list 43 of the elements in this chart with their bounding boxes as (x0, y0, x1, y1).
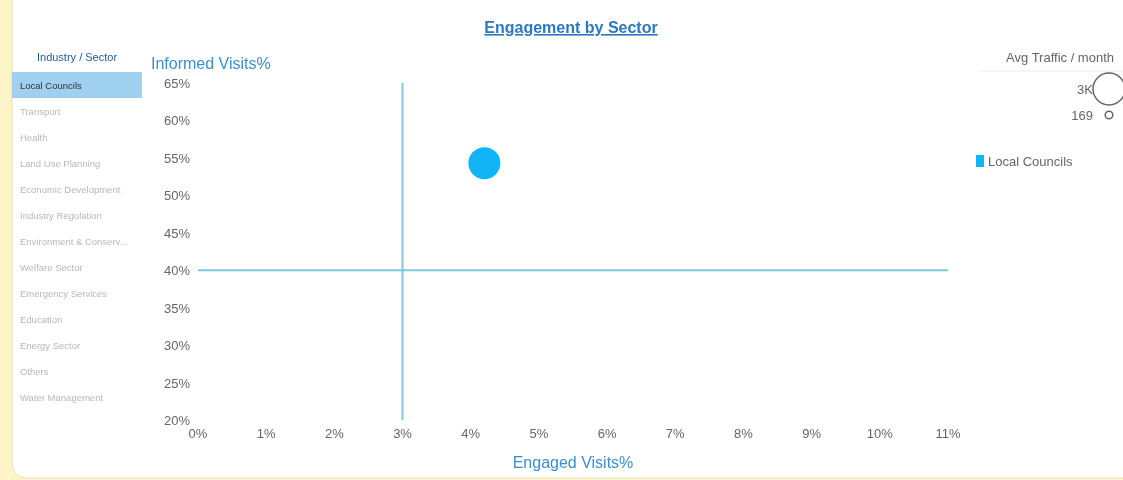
text: Energy Sector (20, 340, 81, 351)
legend-label: Local Councils (988, 154, 1074, 169)
y-tick-label: 25% (163, 375, 191, 391)
text: Industry Regulation (20, 210, 102, 221)
y-tick-label: 55% (163, 150, 191, 166)
legend-label: 169 (1071, 108, 1093, 123)
y-tick-label: 65% (163, 76, 191, 91)
x-tick-label: 7% (665, 426, 686, 441)
x-tick-label: 6% (597, 426, 617, 441)
text: Health (20, 132, 48, 143)
text: Transport (20, 106, 61, 117)
x-tick-label: 10% (866, 426, 894, 441)
x-tick-label: 5% (529, 426, 549, 441)
text: Economic Development (20, 184, 121, 195)
y-tick-label: 35% (163, 300, 191, 316)
text: Environment & Conserv... (20, 236, 128, 247)
text: Land Use Planning (20, 158, 101, 169)
x-tick-label: 1% (256, 426, 277, 441)
x-tick-label: 0% (188, 426, 208, 441)
text: Emergency Services (20, 288, 108, 299)
text: Welfare Sector (20, 262, 83, 273)
y-tick-label: 20% (163, 413, 191, 428)
x-axis-title: Engaged Visits% (512, 454, 634, 471)
y-axis-title: Informed Visits% (151, 55, 271, 72)
text: Local Councils (20, 80, 83, 91)
text: Industry / Sector (36, 51, 118, 63)
y-tick-label: 40% (163, 263, 191, 279)
chart-title: Engagement by Sector (484, 19, 658, 36)
x-tick-label: 4% (461, 426, 481, 441)
x-tick-label: 11% (935, 426, 961, 441)
y-tick-label: 50% (163, 188, 191, 204)
text: Education (20, 314, 63, 325)
x-tick-label: 2% (324, 426, 345, 441)
x-tick-label: 3% (393, 426, 413, 441)
x-tick-label: 8% (734, 426, 754, 441)
legend-title: Avg Traffic / month (1006, 50, 1114, 65)
y-tick-label: 60% (163, 113, 191, 129)
y-tick-label: 45% (163, 225, 191, 241)
text: Others (20, 366, 49, 377)
text: Water Management (20, 392, 104, 403)
legend-label: 3K (1077, 82, 1094, 97)
x-tick-label: 9% (802, 426, 822, 441)
y-tick-label: 30% (163, 338, 191, 354)
